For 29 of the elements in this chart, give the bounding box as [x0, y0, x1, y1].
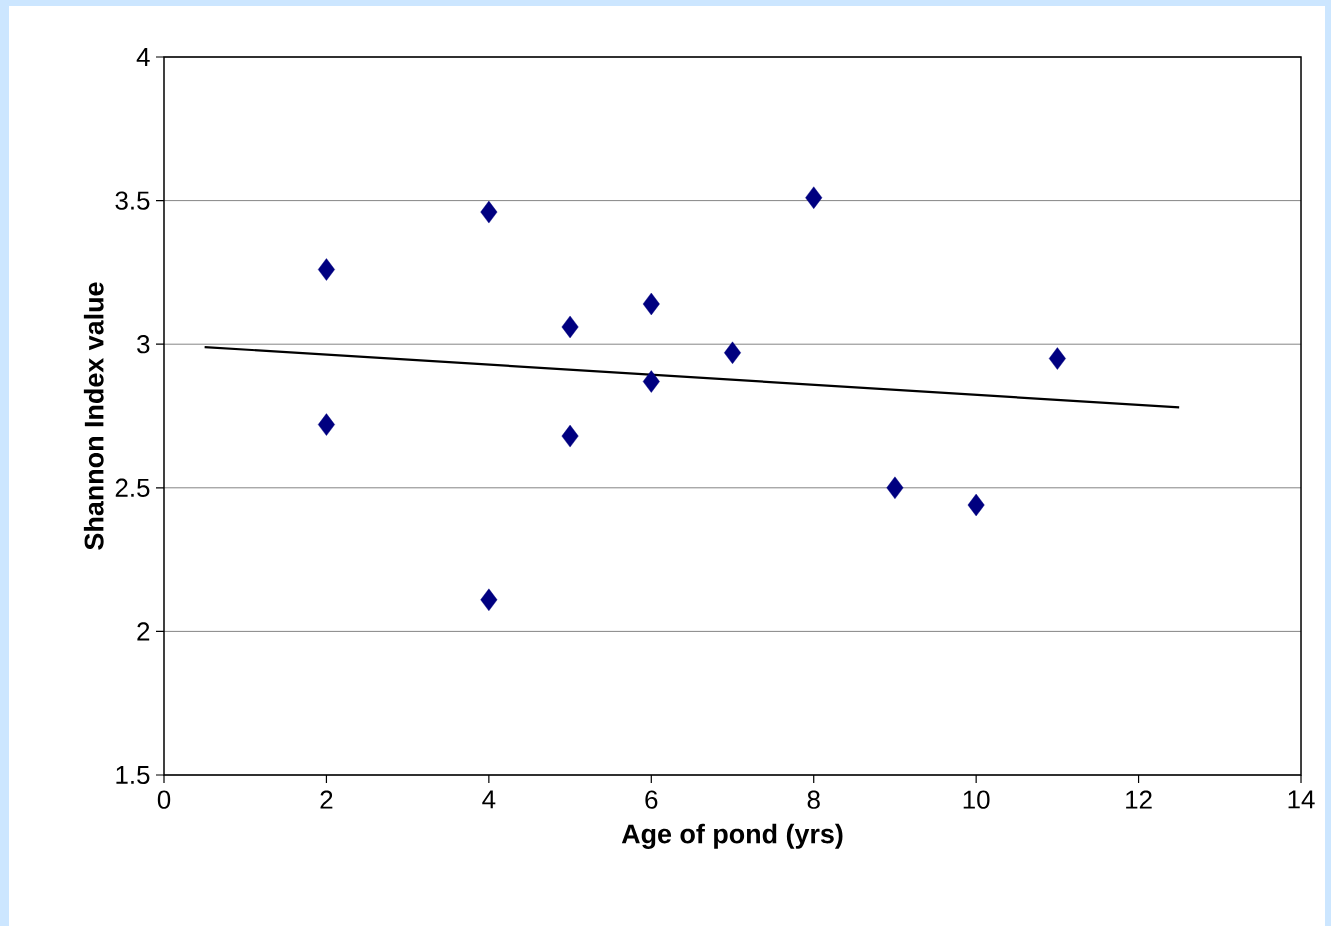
x-tick-label: 2	[320, 790, 333, 809]
point	[480, 588, 498, 611]
x-tick-label: 14	[1288, 790, 1315, 809]
point	[642, 370, 660, 393]
y-tick-label: 3	[137, 335, 150, 354]
y-tick-label: 4	[136, 48, 150, 66]
x-tick-label: 12	[1126, 790, 1152, 809]
point	[967, 493, 985, 517]
point	[561, 424, 579, 448]
x-tick-label: 6	[645, 790, 658, 809]
y-axis-title: Shannon Index value	[83, 282, 104, 550]
x-axis-title: Age of pond (yrs)	[621, 823, 843, 849]
point	[805, 186, 823, 209]
point	[642, 292, 660, 316]
point	[480, 200, 498, 224]
point	[1048, 347, 1066, 370]
y-tick-label: 1.5	[116, 765, 150, 785]
point	[561, 315, 579, 339]
point	[317, 413, 335, 436]
x-tick-label: 4	[482, 790, 496, 809]
x-tick-label: 10	[963, 790, 990, 809]
point	[317, 258, 335, 281]
x-tick-label: 0	[157, 790, 171, 809]
point	[886, 476, 904, 499]
x-tick-label: 8	[807, 790, 820, 809]
point	[724, 341, 741, 365]
y-tick-label: 3.5	[115, 191, 150, 210]
y-tick-label: 2.5	[115, 478, 150, 497]
y-tick-label: 2	[137, 622, 150, 641]
